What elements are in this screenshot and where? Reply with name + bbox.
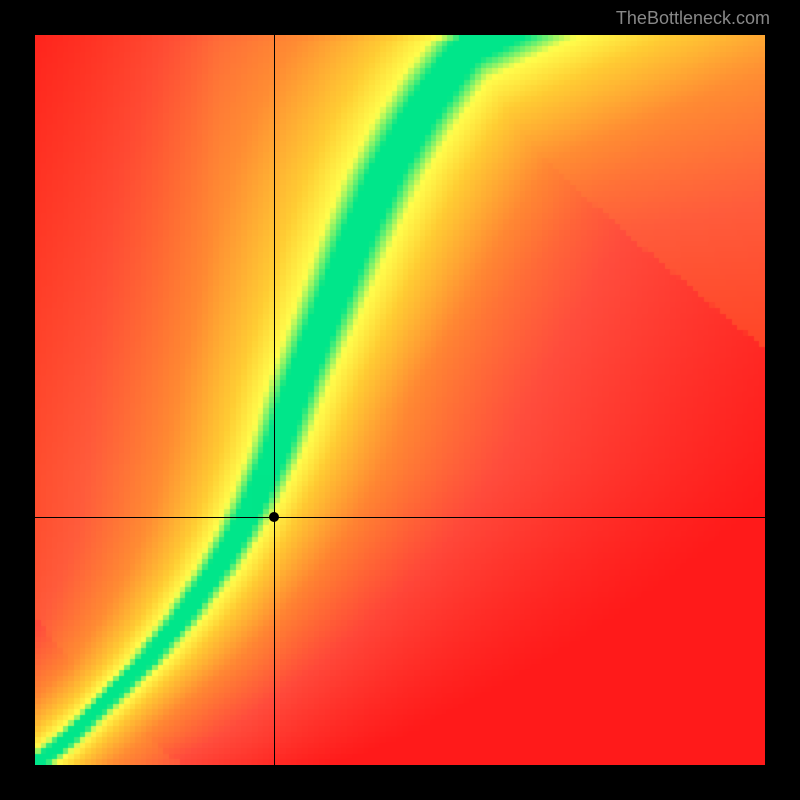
crosshair-horizontal — [35, 517, 765, 518]
watermark-text: TheBottleneck.com — [616, 8, 770, 29]
intersection-marker — [269, 512, 279, 522]
crosshair-vertical — [274, 35, 275, 765]
heatmap-plot — [35, 35, 765, 765]
heatmap-canvas — [35, 35, 765, 765]
